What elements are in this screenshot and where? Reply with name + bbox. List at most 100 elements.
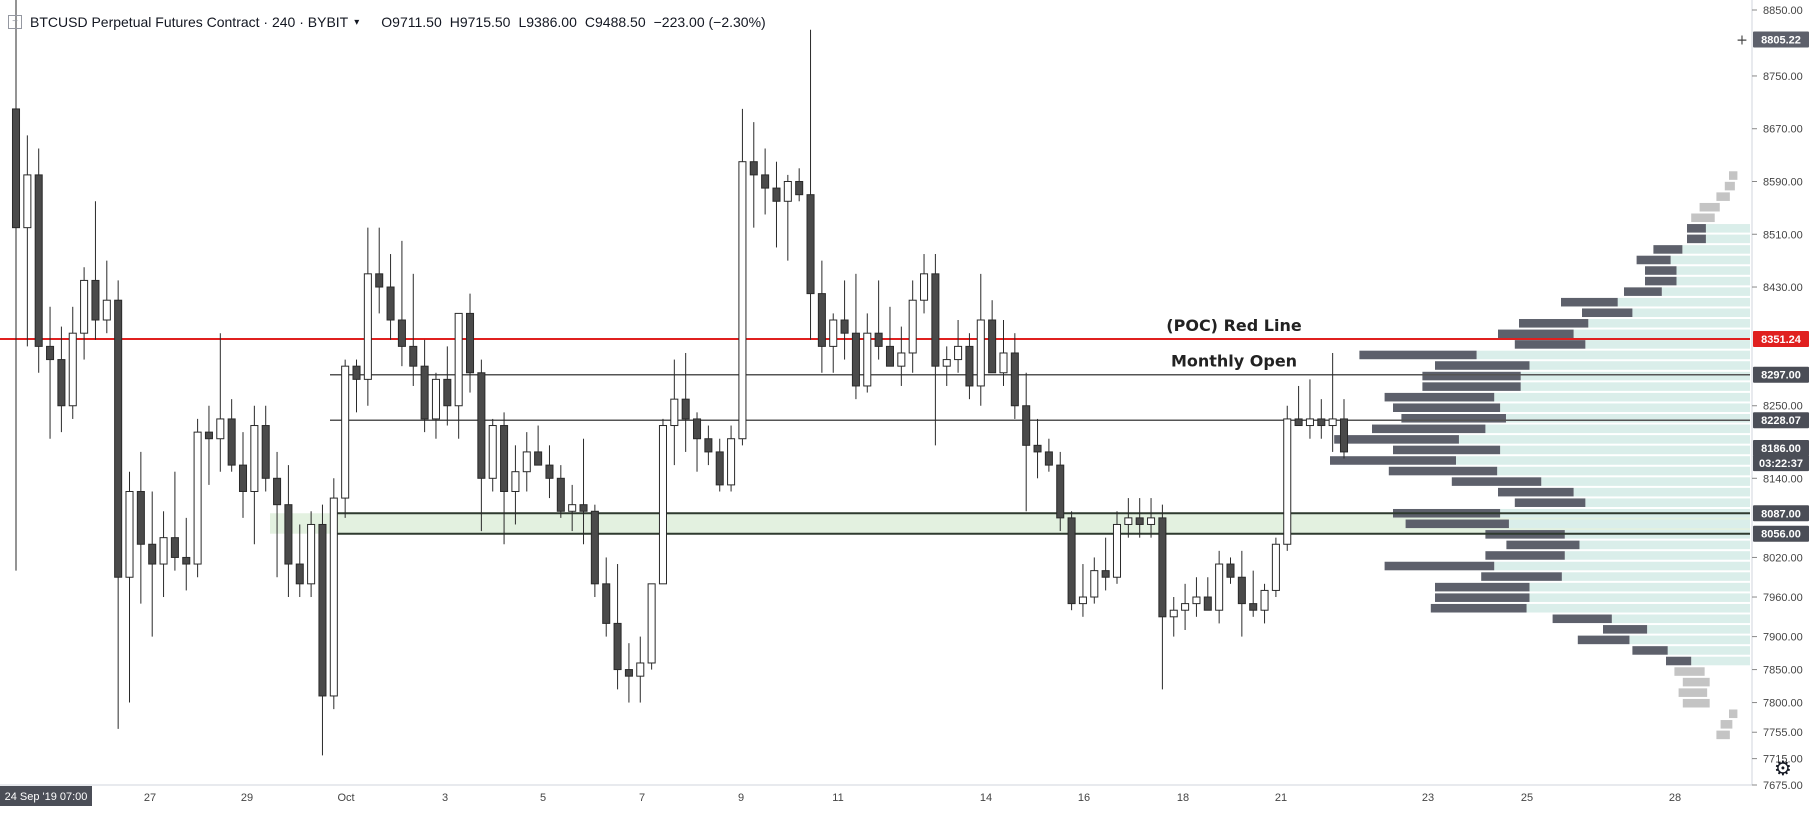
candle-body[interactable] bbox=[613, 622, 622, 671]
candle-body[interactable] bbox=[772, 187, 781, 202]
candle-body[interactable] bbox=[670, 398, 679, 427]
candle-body[interactable] bbox=[568, 504, 577, 512]
candle-body[interactable] bbox=[500, 425, 509, 492]
candle-body[interactable] bbox=[23, 174, 32, 229]
candle-body[interactable] bbox=[988, 319, 997, 374]
candle-body[interactable] bbox=[125, 490, 134, 578]
candle-body[interactable] bbox=[1249, 603, 1258, 611]
candle-body[interactable] bbox=[193, 431, 202, 565]
candle-body[interactable] bbox=[545, 464, 554, 479]
candle-body[interactable] bbox=[114, 299, 123, 578]
candle-body[interactable] bbox=[1294, 418, 1303, 427]
candle-body[interactable] bbox=[57, 359, 66, 407]
square-collapse-icon[interactable]: − bbox=[8, 15, 22, 29]
candle-body[interactable] bbox=[647, 583, 656, 664]
candle-body[interactable] bbox=[522, 451, 531, 473]
candle-body[interactable] bbox=[159, 537, 168, 565]
candle-body[interactable] bbox=[454, 312, 463, 407]
candle-body[interactable] bbox=[465, 312, 475, 374]
candle-body[interactable] bbox=[795, 180, 804, 196]
candle-body[interactable] bbox=[602, 583, 611, 624]
candle-body[interactable] bbox=[1044, 451, 1053, 466]
candle-body[interactable] bbox=[1010, 352, 1019, 407]
candle-body[interactable] bbox=[204, 431, 213, 440]
candle-body[interactable] bbox=[136, 490, 145, 545]
candle-body[interactable] bbox=[749, 161, 758, 176]
candle-body[interactable] bbox=[511, 471, 520, 492]
plus-icon[interactable]: + bbox=[1736, 33, 1748, 49]
candle-body[interactable] bbox=[363, 273, 372, 380]
candle-body[interactable] bbox=[386, 286, 395, 321]
candle-body[interactable] bbox=[443, 378, 452, 407]
candle-body[interactable] bbox=[920, 273, 929, 301]
symbol-title[interactable]: BTCUSD Perpetual Futures Contract · 240 … bbox=[30, 14, 349, 30]
candle-body[interactable] bbox=[1135, 517, 1144, 525]
candle-body[interactable] bbox=[284, 504, 293, 565]
candle-body[interactable] bbox=[91, 279, 100, 321]
candle-body[interactable] bbox=[1271, 543, 1280, 591]
candle-body[interactable] bbox=[1181, 603, 1190, 611]
candle-body[interactable] bbox=[1124, 517, 1133, 525]
candle-body[interactable] bbox=[307, 523, 316, 585]
candle-body[interactable] bbox=[579, 504, 588, 512]
chart-annotation-label[interactable]: Monthly Open bbox=[1171, 352, 1297, 371]
candle-body[interactable] bbox=[965, 345, 974, 387]
candle-body[interactable] bbox=[329, 497, 338, 697]
candle-body[interactable] bbox=[397, 319, 406, 347]
candle-body[interactable] bbox=[1147, 517, 1156, 525]
candle-body[interactable] bbox=[942, 359, 951, 367]
candle-body[interactable] bbox=[216, 418, 225, 440]
candle-body[interactable] bbox=[806, 194, 815, 295]
candle-body[interactable] bbox=[761, 174, 770, 189]
candle-body[interactable] bbox=[488, 425, 497, 479]
candle-body[interactable] bbox=[829, 319, 838, 347]
candle-body[interactable] bbox=[148, 543, 157, 565]
candle-body[interactable] bbox=[954, 345, 963, 361]
candle-body[interactable] bbox=[840, 319, 849, 334]
candle-body[interactable] bbox=[1101, 570, 1110, 578]
candle-body[interactable] bbox=[1192, 596, 1201, 605]
candle-body[interactable] bbox=[727, 438, 736, 486]
candle-body[interactable] bbox=[341, 365, 350, 499]
candle-body[interactable] bbox=[261, 425, 270, 479]
candle-body[interactable] bbox=[1283, 418, 1292, 545]
candle-body[interactable] bbox=[318, 523, 327, 697]
candle-body[interactable] bbox=[1112, 523, 1122, 578]
candle-body[interactable] bbox=[80, 279, 89, 334]
candle-body[interactable] bbox=[897, 352, 906, 367]
candle-body[interactable] bbox=[976, 319, 985, 387]
candle-body[interactable] bbox=[738, 161, 747, 440]
candle-body[interactable] bbox=[238, 464, 248, 492]
candle-body[interactable] bbox=[68, 332, 77, 407]
candle-body[interactable] bbox=[409, 345, 418, 367]
chart-annotation-label[interactable]: (POC) Red Line bbox=[1166, 316, 1302, 335]
candle-body[interactable] bbox=[182, 556, 191, 565]
candle-body[interactable] bbox=[1260, 589, 1269, 611]
chevron-down-icon[interactable]: ▾ bbox=[354, 16, 360, 28]
candle-body[interactable] bbox=[624, 669, 633, 677]
candle-body[interactable] bbox=[420, 365, 429, 420]
candle-body[interactable] bbox=[1090, 570, 1099, 598]
candle-body[interactable] bbox=[102, 299, 111, 321]
candle-body[interactable] bbox=[885, 345, 895, 367]
candle-body[interactable] bbox=[273, 477, 282, 506]
candle-body[interactable] bbox=[250, 425, 259, 492]
candle-body[interactable] bbox=[1237, 576, 1246, 605]
candle-body[interactable] bbox=[1317, 418, 1326, 427]
candle-body[interactable] bbox=[817, 293, 826, 347]
candle-body[interactable] bbox=[908, 299, 917, 354]
candle-body[interactable] bbox=[1022, 405, 1031, 446]
candle-body[interactable] bbox=[1078, 596, 1087, 605]
candle-body[interactable] bbox=[1305, 418, 1314, 427]
candle-body[interactable] bbox=[431, 378, 440, 420]
candle-body[interactable] bbox=[863, 332, 872, 387]
candle-body[interactable] bbox=[556, 477, 565, 512]
candle-body[interactable] bbox=[1158, 517, 1167, 618]
candle-body[interactable] bbox=[11, 108, 21, 229]
candle-body[interactable] bbox=[1067, 517, 1076, 605]
candle-body[interactable] bbox=[851, 332, 860, 387]
candle-body[interactable] bbox=[1215, 563, 1224, 611]
candle-body[interactable] bbox=[931, 273, 940, 367]
candle-body[interactable] bbox=[704, 438, 713, 453]
